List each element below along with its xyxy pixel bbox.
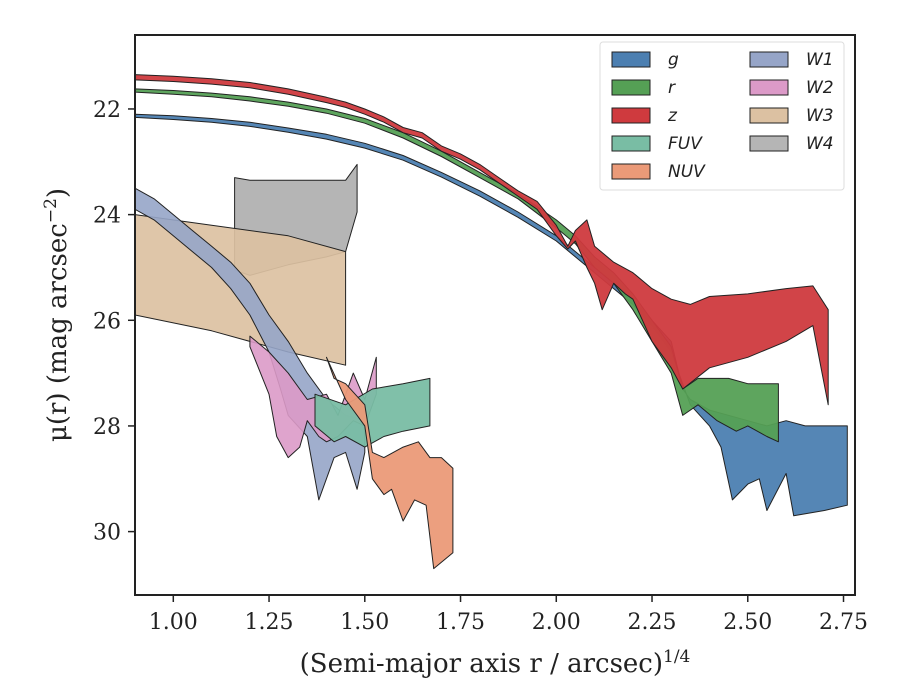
legend-swatch-r [611,79,651,96]
legend-swatch-w2 [749,79,789,96]
axis-ticks: 1.00 1.25 1.50 1.75 2.00 2.25 2.50 2.75 22 24 26 28… [93,98,868,635]
x-tick-label: 1.75 [436,610,485,635]
legend-label-z: z [667,106,678,126]
band-z [135,74,829,406]
x-tick-label: 1.00 [149,610,198,635]
x-tick-label: 2.25 [628,610,677,635]
legend-swatch-w1 [749,51,789,68]
y-tick-label: 28 [93,415,121,440]
y-axis-label: μ(r) (mag arcsec−2) [41,188,73,442]
band-nuv [326,356,454,570]
legend-swatch-fuv [611,135,651,152]
legend-label-w4: W4 [806,134,834,154]
legend-swatch-g [611,51,651,68]
legend-label-g: g [668,50,679,70]
band-fuv [314,377,431,448]
x-tick-label: 2.50 [723,610,772,635]
y-tick-label: 26 [93,309,121,334]
legend-swatch-nuv [611,163,651,180]
y-tick-label: 22 [93,98,121,123]
band-layer [135,74,848,570]
legend: grz FUV NUV W1 W2 W3 W4 [599,41,845,191]
x-tick-label: 1.25 [245,610,294,635]
band-g [135,113,848,517]
legend-swatch-z [611,107,651,124]
x-tick-label: 2.75 [819,610,868,635]
plot-frame [134,34,856,596]
x-axis-label: (Semi-major axis r / arcsec)1/4 [300,647,691,679]
x-tick-label: 1.50 [340,610,389,635]
legend-label-w3: W3 [806,106,834,126]
legend-label-w1: W1 [806,50,834,70]
legend-label-nuv: NUV [668,162,706,182]
legend-label-r: r [668,78,676,98]
legend-box [599,41,845,191]
legend-swatch-w4 [749,135,789,152]
legend-label-fuv: FUV [668,134,703,154]
legend-label-w2: W2 [806,78,834,98]
x-tick-label: 2.00 [532,610,581,635]
legend-swatch-w3 [749,107,789,124]
y-tick-label: 30 [93,521,121,546]
y-tick-label: 24 [93,204,121,229]
